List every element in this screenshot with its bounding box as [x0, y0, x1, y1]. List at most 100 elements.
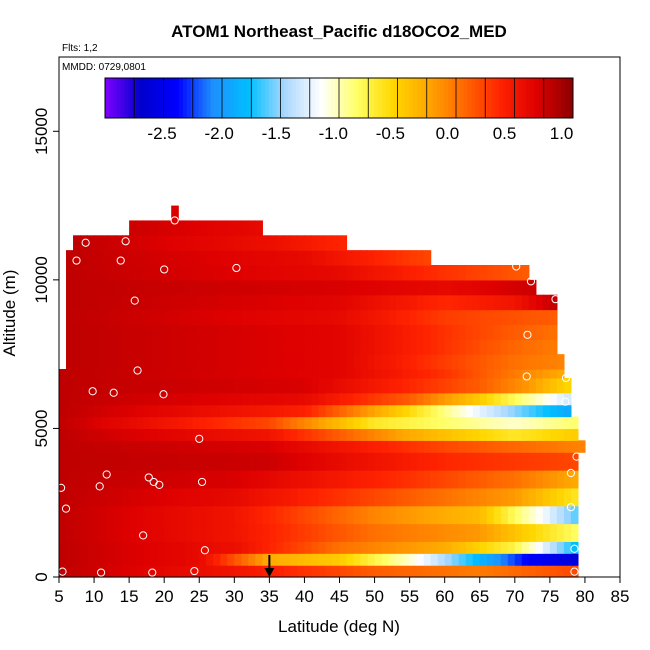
heatmap-cell	[542, 428, 551, 441]
heatmap-cell	[430, 309, 439, 326]
heatmap-cell	[276, 470, 284, 489]
heatmap-cell	[353, 265, 362, 281]
heatmap-cell	[164, 339, 172, 355]
colorbar-swatch	[514, 78, 519, 118]
heatmap-cell	[290, 541, 299, 554]
heatmap-cell	[318, 392, 327, 406]
sample-point	[144, 473, 153, 482]
heatmap-cell	[402, 309, 411, 326]
heatmap-cell	[73, 505, 81, 525]
heatmap-cell	[192, 279, 200, 296]
heatmap-cell	[283, 265, 292, 281]
heatmap-cell	[507, 565, 516, 578]
heatmap-cell	[59, 377, 67, 394]
heatmap-cell	[353, 523, 362, 542]
heatmap-cell	[227, 440, 235, 453]
heatmap-cell	[332, 235, 341, 251]
heatmap-cell	[346, 565, 355, 578]
heatmap-cell	[297, 440, 306, 453]
heatmap-cell	[339, 565, 348, 578]
heatmap-cell	[94, 404, 102, 418]
heatmap-cell	[500, 339, 509, 355]
heatmap-cell	[115, 523, 123, 542]
colorbar-swatch	[214, 78, 219, 118]
heatmap-cell	[479, 309, 488, 326]
heatmap-cell	[388, 377, 397, 394]
heatmap-cell	[136, 523, 144, 542]
heatmap-cell	[192, 452, 200, 471]
heatmap-cell	[234, 416, 242, 430]
heatmap-cell	[542, 565, 551, 578]
heatmap-cell	[507, 369, 516, 379]
heatmap-cell	[143, 416, 151, 430]
heatmap-cell	[164, 440, 172, 453]
heatmap-cell	[549, 523, 558, 542]
heatmap-cell	[269, 324, 277, 340]
heatmap-cell	[185, 470, 193, 489]
heatmap-cell	[192, 377, 200, 394]
heatmap-cell	[234, 354, 242, 370]
heatmap-cell	[234, 235, 242, 251]
heatmap-cell	[157, 553, 165, 566]
heatmap-cell	[535, 377, 544, 394]
colorbar-swatch	[401, 78, 406, 118]
heatmap-cell	[101, 339, 109, 355]
heatmap-cell	[178, 377, 186, 394]
heatmap-cell	[87, 339, 95, 355]
heatmap-cell	[80, 339, 88, 355]
heatmap-cell	[241, 565, 249, 578]
heatmap-cell	[556, 523, 565, 542]
heatmap-cell	[360, 505, 369, 525]
heatmap-cell	[234, 339, 242, 355]
heatmap-cell	[451, 428, 460, 441]
heatmap-cell	[171, 565, 179, 578]
heatmap-cell	[164, 428, 172, 441]
heatmap-cell	[115, 470, 123, 489]
heatmap-cell	[304, 309, 313, 326]
heatmap-cell	[80, 416, 88, 430]
heatmap-cell	[311, 369, 320, 379]
colorbar-swatch	[198, 78, 203, 118]
heatmap-cell	[115, 324, 123, 340]
heatmap-cell	[171, 220, 179, 236]
heatmap-cell	[353, 369, 362, 379]
heatmap-cell	[185, 250, 193, 266]
heatmap-cell	[290, 250, 299, 266]
heatmap-cell	[297, 235, 306, 251]
heatmap-cell	[206, 279, 214, 296]
heatmap-cell	[122, 416, 130, 430]
heatmap-cell	[325, 553, 334, 566]
heatmap-cell	[206, 452, 214, 471]
heatmap-cell	[150, 565, 158, 578]
heatmap-cell	[283, 377, 292, 394]
heatmap-cell	[115, 309, 123, 326]
colorbar-swatch	[116, 78, 122, 118]
heatmap-cell	[262, 452, 270, 471]
heatmap-cell	[493, 565, 502, 578]
heatmap-cell	[500, 553, 509, 566]
heatmap-cell	[150, 487, 158, 507]
heatmap-cell	[234, 369, 242, 379]
heatmap-cell	[192, 505, 200, 525]
heatmap-cell	[444, 377, 453, 394]
heatmap-cell	[472, 541, 481, 554]
heatmap-cell	[388, 354, 397, 370]
heatmap-cell	[556, 440, 565, 453]
heatmap-cell	[150, 404, 158, 418]
heatmap-cell	[472, 440, 481, 453]
heatmap-cell	[332, 265, 341, 281]
heatmap-cell	[451, 470, 460, 489]
heatmap-cell	[234, 294, 242, 311]
heatmap-cell	[507, 452, 516, 471]
heatmap-cell	[388, 294, 397, 311]
heatmap-cell	[500, 369, 509, 379]
heatmap-cell	[192, 265, 200, 281]
heatmap-cell	[185, 235, 193, 251]
heatmap-cell	[108, 416, 116, 430]
heatmap-cell	[164, 452, 172, 471]
heatmap-cell	[73, 377, 81, 394]
colorbar-swatch	[202, 78, 207, 118]
heatmap-cell	[451, 377, 460, 394]
heatmap-cell	[472, 428, 481, 441]
heatmap-cell	[87, 428, 95, 441]
